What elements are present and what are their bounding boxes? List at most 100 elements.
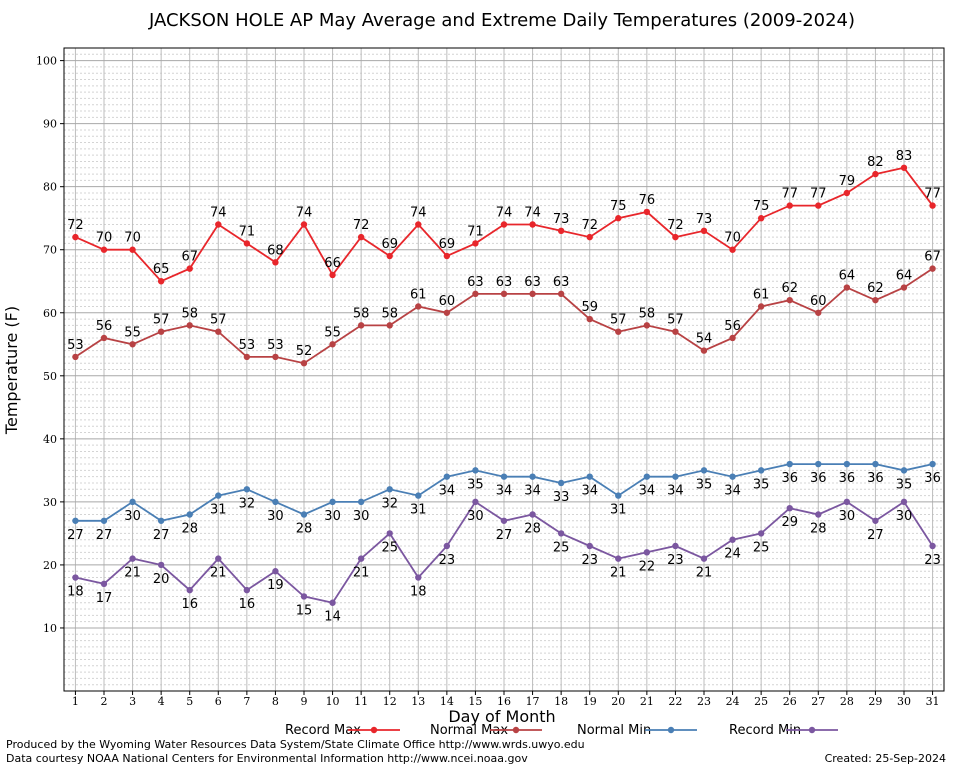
normal-min-data-label: 31 (210, 503, 227, 518)
record-min-data-label: 24 (724, 547, 741, 562)
record-min-data-label: 22 (639, 559, 656, 574)
record-max-point (157, 278, 165, 285)
legend-label: Normal Min (577, 723, 651, 738)
normal-max-data-label: 61 (410, 287, 427, 302)
x-tick-label: 16 (497, 695, 511, 708)
normal-min-data-label: 36 (867, 471, 884, 486)
record-min-data-label: 19 (267, 578, 284, 593)
legend-marker (512, 726, 520, 734)
record-min-point (129, 555, 136, 562)
normal-min-point (729, 473, 736, 480)
normal-min-point (672, 473, 679, 480)
normal-min-point (100, 517, 108, 524)
x-tick-label: 21 (640, 695, 654, 708)
chart-title: JACKSON HOLE AP May Average and Extreme … (148, 10, 855, 31)
normal-max-point (157, 328, 165, 335)
record-max-point (557, 227, 565, 235)
record-max-data-label: 74 (296, 206, 313, 221)
x-tick-label: 18 (554, 695, 568, 708)
record-min-point (615, 555, 622, 562)
record-max-point (729, 246, 736, 253)
normal-max-point (415, 303, 422, 310)
normal-min-data-label: 35 (753, 477, 770, 492)
x-tick-label: 9 (301, 695, 308, 708)
record-min-point (472, 498, 479, 506)
normal-min-point (386, 486, 393, 493)
legend-item-normal-min: Normal Min (577, 723, 697, 738)
legend-label: Record Max (285, 723, 361, 738)
x-tick-label: 29 (868, 695, 882, 708)
record-max-data-label: 75 (610, 199, 627, 214)
record-min-point (900, 498, 908, 506)
record-min-point (415, 574, 422, 581)
series-normal-min: 27 27 30 27 28 31 32 30 28 30 30 32 31 34 35 34 34 33 34 31… (67, 460, 941, 543)
normal-max-point (500, 290, 508, 298)
normal-min-point (443, 473, 451, 480)
record-min-point (843, 498, 851, 506)
normal-min-point (586, 473, 593, 480)
x-tick-label: 15 (468, 695, 482, 708)
normal-max-data-label: 56 (724, 319, 741, 334)
series-record-min: 18 17 21 20 16 21 16 19 15 14 21 25 18 23 30 27 28 25 23 21… (67, 498, 941, 625)
record-min-data-label: 27 (496, 528, 513, 543)
legend-marker (370, 726, 378, 734)
record-min-point (729, 536, 736, 543)
normal-max-data-label: 63 (553, 275, 570, 290)
record-min-point (186, 586, 193, 594)
y-tick-label: 40 (43, 433, 57, 446)
normal-max-data-label: 63 (524, 275, 541, 290)
x-tick-label: 14 (440, 695, 454, 708)
normal-max-data-label: 57 (610, 313, 627, 328)
record-max-point (386, 252, 393, 260)
record-max-data-label: 83 (896, 149, 913, 164)
x-tick-label: 7 (243, 695, 250, 708)
normal-min-point (72, 517, 79, 524)
normal-min-point (472, 467, 479, 474)
y-tick-label: 20 (43, 559, 57, 572)
record-min-point (157, 561, 165, 569)
record-max-point (700, 227, 708, 235)
normal-min-point (643, 473, 651, 480)
record-max-data-label: 79 (839, 174, 856, 189)
record-min-point (815, 511, 822, 518)
record-min-data-label: 15 (296, 603, 313, 618)
normal-min-data-label: 35 (467, 477, 484, 492)
normal-min-point (815, 460, 822, 468)
record-min-point (243, 586, 251, 594)
record-max-data-label: 67 (181, 250, 198, 265)
record-min-data-label: 18 (67, 585, 84, 600)
normal-max-data-label: 53 (267, 338, 284, 353)
x-tick-label: 5 (186, 695, 193, 708)
normal-min-point (329, 498, 336, 506)
normal-min-point (557, 479, 565, 487)
record-max-point (129, 246, 136, 253)
legend: Record Max Normal Max Normal Min Record Min (285, 723, 838, 738)
record-min-data-label: 20 (153, 572, 170, 587)
normal-max-point (557, 290, 565, 298)
normal-min-data-label: 27 (153, 528, 170, 543)
series: 72 70 70 65 67 74 71 68 74 66 72 69 74 69 71 74 74 73 72 75… (67, 149, 941, 625)
record-max-data-label: 69 (381, 237, 398, 252)
normal-min-data-label: 28 (181, 521, 198, 536)
normal-max-point (72, 353, 79, 361)
normal-min-point (615, 492, 622, 499)
record-min-data-label: 14 (324, 610, 341, 625)
normal-max-data-label: 58 (181, 306, 198, 321)
record-max-point (529, 221, 536, 228)
x-tick-label: 24 (726, 695, 740, 708)
normal-max-point (929, 265, 936, 272)
legend-marker (808, 726, 816, 734)
x-tick-label: 28 (840, 695, 854, 708)
record-max-data-label: 65 (153, 262, 170, 277)
y-tick-label: 70 (43, 244, 57, 257)
record-max-point (900, 164, 908, 171)
record-min-point (786, 504, 793, 512)
record-min-data-label: 17 (96, 591, 113, 606)
normal-min-point (415, 492, 422, 499)
record-min-data-label: 23 (667, 553, 684, 568)
normal-min-data-label: 30 (324, 509, 341, 524)
legend-label: Normal Max (430, 723, 508, 738)
x-tick-label: 25 (754, 695, 768, 708)
x-tick-label: 11 (354, 695, 368, 708)
